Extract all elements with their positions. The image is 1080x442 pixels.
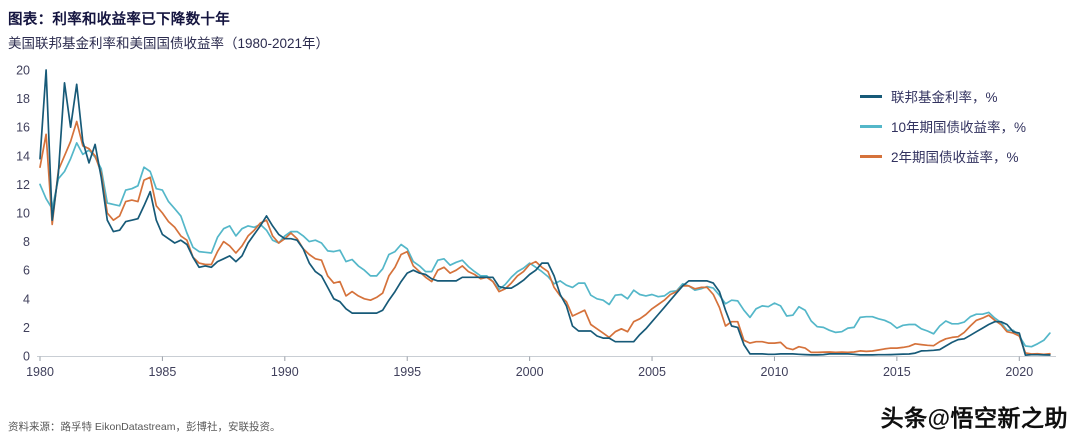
- svg-text:2015: 2015: [883, 365, 911, 379]
- legend-swatch-10y-treasury-yield: [860, 124, 882, 128]
- svg-text:10: 10: [16, 207, 30, 221]
- svg-text:2005: 2005: [638, 365, 666, 379]
- chart-legend: 联邦基金利率，% 10年期国债收益率，% 2年期国债收益率，%: [860, 86, 1026, 166]
- svg-text:20: 20: [16, 64, 30, 78]
- svg-text:2: 2: [23, 321, 30, 335]
- svg-text:1985: 1985: [149, 365, 177, 379]
- watermark: 头条@悟空新之助: [880, 405, 1068, 431]
- legend-swatch-fed-funds-rate: [860, 94, 882, 98]
- legend-label-10y-treasury-yield: 10年期国债收益率，%: [891, 120, 1027, 135]
- legend-item-fed-funds-rate: 联邦基金利率，%: [860, 86, 1026, 106]
- svg-text:18: 18: [16, 92, 30, 106]
- svg-text:8: 8: [23, 235, 30, 249]
- legend-swatch-2y-treasury-yield: [860, 154, 882, 158]
- svg-text:0: 0: [23, 350, 30, 364]
- source-note: 资料来源：路孚特 EikonDatastream，彭博社，安联投资。: [8, 421, 281, 433]
- svg-text:1995: 1995: [393, 365, 421, 379]
- svg-text:2000: 2000: [516, 365, 544, 379]
- legend-item-10y-treasury-yield: 10年期国债收益率，%: [860, 116, 1026, 136]
- legend-label-2y-treasury-yield: 2年期国债收益率，%: [891, 150, 1019, 165]
- legend-item-2y-treasury-yield: 2年期国债收益率，%: [860, 146, 1026, 166]
- svg-text:14: 14: [16, 149, 30, 163]
- chart-title: 图表：利率和收益率已下降数十年: [8, 12, 230, 28]
- svg-text:2010: 2010: [761, 365, 789, 379]
- line-chart: 0 2 4 6 8 10 12 14 16 18 20 1980 1985 1990 1995 2000 200…: [16, 64, 1056, 379]
- svg-text:1980: 1980: [26, 365, 54, 379]
- legend-label-fed-funds-rate: 联邦基金利率，%: [891, 90, 998, 105]
- svg-text:12: 12: [16, 178, 30, 192]
- chart-subtitle: 美国联邦基金利率和美国国债收益率（1980-2021年）: [8, 36, 330, 51]
- svg-text:16: 16: [16, 121, 30, 135]
- svg-text:4: 4: [23, 292, 30, 306]
- svg-text:1990: 1990: [271, 365, 299, 379]
- svg-text:6: 6: [23, 264, 30, 278]
- svg-text:2020: 2020: [1005, 365, 1033, 379]
